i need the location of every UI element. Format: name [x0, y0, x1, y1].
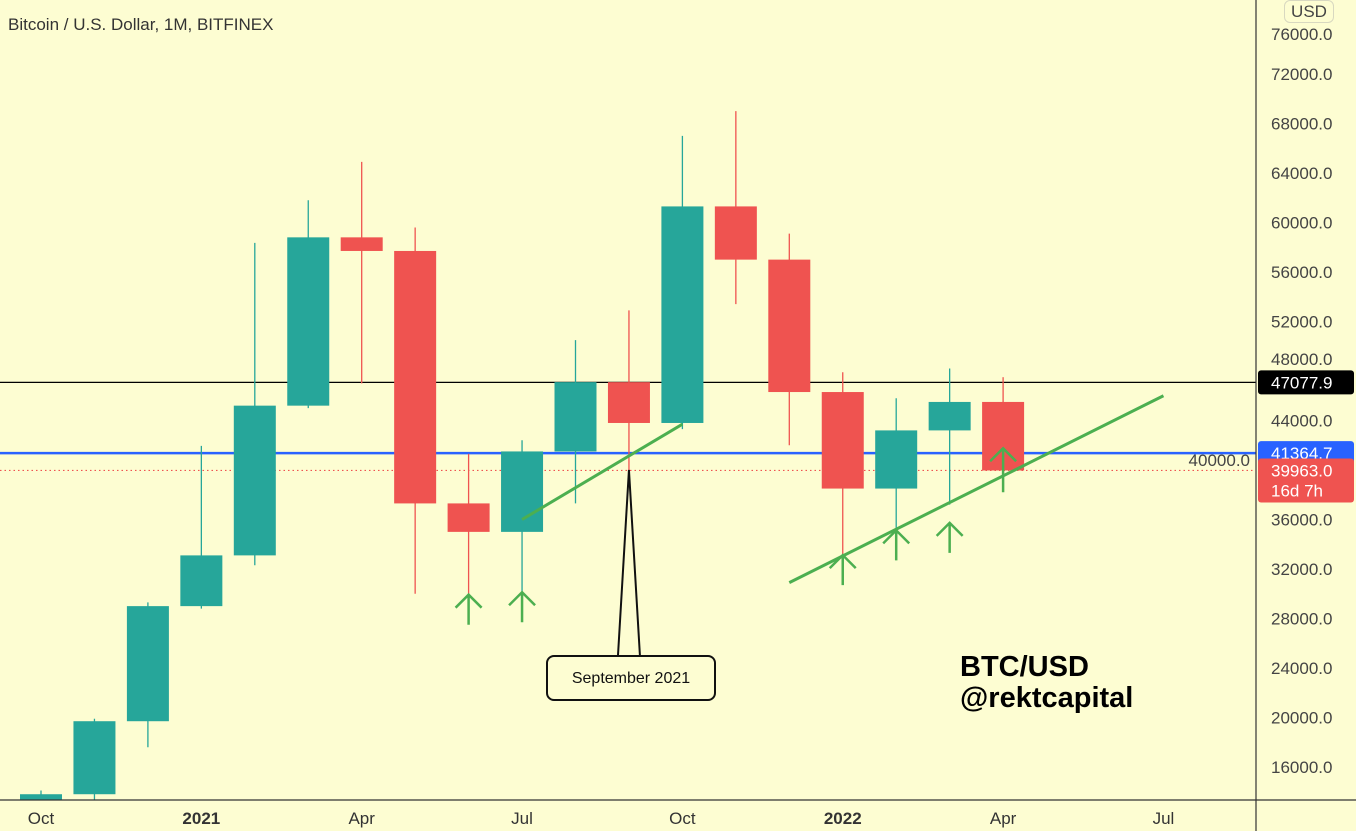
y-tick-label: 24000.0: [1271, 659, 1332, 678]
up-arrow-shape: [989, 446, 1017, 493]
y-tick-label: 60000.0: [1271, 214, 1332, 233]
watermark-pair: BTC/USD: [960, 651, 1089, 683]
y-tick-label: 40000.0: [1189, 451, 1250, 470]
up-arrow-icon: [508, 590, 536, 623]
candle-2021-11: [714, 111, 757, 305]
candle-body: [73, 721, 116, 795]
candle-2021-05: [394, 227, 437, 594]
y-tick-label: 16000.0: [1271, 758, 1332, 777]
x-tick-label: Jul: [511, 809, 533, 828]
candle-body: [768, 259, 811, 393]
candle-body: [126, 606, 169, 722]
candle-body: [394, 250, 437, 504]
candle-body: [554, 382, 597, 452]
september-2021-callout: September 2021: [546, 655, 716, 701]
y-tick-label: 36000.0: [1271, 511, 1332, 530]
candle-countdown: 16d 7h: [1271, 481, 1323, 500]
candle-body: [180, 555, 223, 607]
y-tick-label: 56000.0: [1271, 263, 1332, 282]
watermark: BTC/USD @rektcapital: [960, 652, 1133, 714]
x-tick-label: Jul: [1153, 809, 1175, 828]
candle-2022-01: [821, 372, 864, 558]
candle-2021-04: [340, 161, 383, 384]
candle-body: [501, 451, 544, 532]
x-tick-label: Oct: [28, 809, 55, 828]
candle-body: [928, 401, 971, 431]
y-tick-label: 52000.0: [1271, 313, 1332, 332]
plot-area: [0, 111, 1256, 800]
candle-2021-06: [447, 453, 490, 609]
y-tick-label: 68000.0: [1271, 115, 1332, 134]
candle-2021-02: [233, 242, 276, 566]
candle-2021-01: [180, 445, 223, 609]
x-tick-label: 2022: [824, 809, 862, 828]
x-tick-label: 2021: [182, 809, 220, 828]
candle-2020-11: [73, 718, 116, 800]
price-level-tag: [1258, 370, 1354, 395]
support-trendline: [788, 394, 1165, 584]
up-arrow-shape: [828, 553, 857, 586]
y-tick-label: 72000.0: [1271, 65, 1332, 84]
chart-title: Bitcoin / U.S. Dollar, 1M, BITFINEX: [8, 15, 274, 34]
candle-body: [661, 206, 704, 423]
candle-body: [607, 382, 650, 423]
x-tick-label: Oct: [669, 809, 696, 828]
candle-body: [20, 794, 62, 800]
candle-body: [287, 237, 330, 406]
candle-2021-09: [607, 310, 650, 475]
y-tick-label: 20000.0: [1271, 709, 1332, 728]
candle-body: [714, 206, 757, 260]
price-level-value: 41364.7: [1271, 444, 1332, 463]
up-arrow-shape: [454, 592, 483, 625]
price-level-value: 39963.0: [1271, 461, 1332, 480]
up-arrow-shape: [935, 521, 964, 553]
callout-pointer: [616, 469, 641, 657]
x-tick-label: Apr: [990, 809, 1017, 828]
price-level-value: 47077.9: [1271, 373, 1332, 392]
currency-button[interactable]: USD: [1284, 0, 1334, 23]
up-arrow-shape: [882, 528, 911, 561]
candle-2021-07: [501, 440, 544, 603]
candle-body: [233, 405, 276, 556]
support-trendline: [521, 422, 684, 521]
up-arrow-icon: [828, 553, 857, 586]
x-tick-label: Apr: [348, 809, 375, 828]
y-tick-label: 28000.0: [1271, 610, 1332, 629]
watermark-author: @rektcapital: [960, 682, 1134, 714]
candle-2021-10: [661, 135, 704, 430]
y-tick-label: 44000.0: [1271, 412, 1332, 431]
candle-2021-08: [554, 340, 597, 504]
y-tick-label: 32000.0: [1271, 560, 1332, 579]
up-arrow-icon: [935, 521, 964, 553]
candle-2022-03: [928, 368, 971, 505]
price-level-tag: [1258, 458, 1354, 503]
candle-2020-12: [126, 602, 169, 748]
candle-body: [340, 237, 383, 251]
y-tick-label: 64000.0: [1271, 164, 1332, 183]
up-arrow-shape: [508, 590, 536, 623]
y-tick-label: 76000.0: [1271, 25, 1332, 44]
candle-2021-12: [768, 233, 811, 446]
up-arrow-icon: [989, 446, 1017, 493]
candle-2020-10: [20, 790, 62, 800]
candle-body: [447, 503, 490, 532]
candle-2021-03: [287, 200, 330, 409]
candle-2022-02: [875, 398, 918, 541]
candle-body: [821, 392, 864, 489]
candle-body: [875, 430, 918, 489]
y-tick-label: 48000.0: [1271, 350, 1332, 369]
up-arrow-icon: [454, 592, 483, 625]
up-arrow-icon: [882, 528, 911, 561]
